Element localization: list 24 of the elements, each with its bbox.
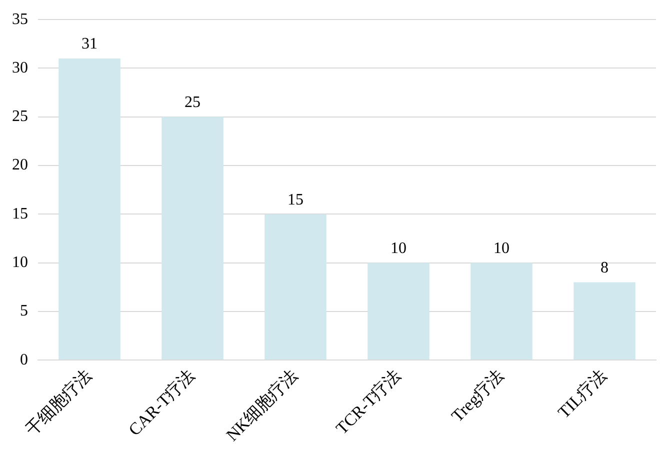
- y-tick-label: 25: [12, 108, 28, 126]
- data-label: 15: [288, 191, 304, 208]
- x-tick-label: Treg疗法: [448, 366, 508, 426]
- y-tick-label: 30: [12, 59, 28, 76]
- y-tick-label: 15: [12, 205, 28, 222]
- data-label: 31: [82, 36, 98, 53]
- x-tick-label: NK细胞疗法: [222, 366, 302, 445]
- bar: [162, 116, 224, 360]
- bar: [368, 262, 430, 360]
- y-tick-label: 0: [20, 351, 28, 368]
- data-label: 25: [184, 94, 200, 112]
- y-tick-label: 10: [12, 254, 28, 272]
- data-label: 10: [494, 240, 510, 258]
- bar: [264, 214, 326, 360]
- y-tick-label: 35: [12, 10, 28, 28]
- y-tick-label: 5: [20, 302, 28, 320]
- data-label: 8: [600, 259, 608, 276]
- bar: [574, 282, 636, 360]
- y-tick-label: 20: [12, 156, 28, 174]
- x-tick-label: 干细胞疗法: [22, 366, 96, 440]
- x-tick-label: TIL疗法: [554, 366, 610, 422]
- bar: [58, 58, 120, 360]
- bar: [470, 262, 532, 360]
- data-label: 10: [390, 240, 406, 258]
